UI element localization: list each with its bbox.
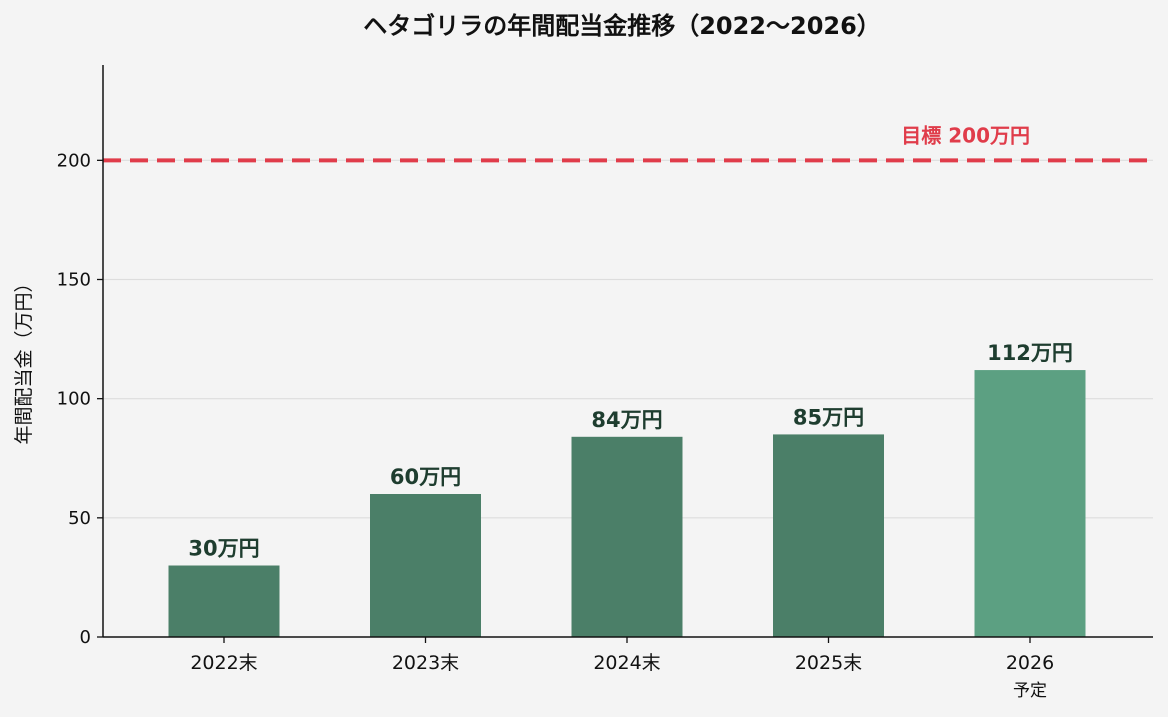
chart-title: ヘタゴリラの年間配当金推移（2022〜2026） — [363, 12, 881, 40]
y-tick-label: 50 — [68, 508, 91, 529]
y-axis-label: 年間配当金（万円） — [13, 273, 35, 444]
y-tick-label: 0 — [80, 627, 91, 648]
y-tick-label: 200 — [57, 150, 91, 171]
bars — [168, 370, 1086, 637]
value-labels: 30万円 60万円 84万円 85万円 112万円 — [188, 341, 1073, 560]
bar-0 — [168, 565, 280, 637]
bar-3 — [773, 434, 884, 637]
x-tick-label-3: 2025末 — [795, 652, 862, 674]
x-tick-label-2: 2024末 — [593, 652, 660, 674]
x-tick-label-1: 2023末 — [392, 652, 459, 674]
x-ticks: 2022末 2023末 2024末 2025末 2026 予定 — [190, 637, 1054, 701]
y-ticks: 0 50 100 150 200 — [57, 150, 103, 648]
value-label-2: 84万円 — [591, 408, 662, 432]
bar-4 — [974, 370, 1086, 637]
value-label-4: 112万円 — [987, 341, 1073, 365]
value-label-1: 60万円 — [390, 465, 461, 489]
value-label-3: 85万円 — [793, 405, 864, 429]
target-label: 目標 200万円 — [901, 123, 1030, 147]
target-line-group: 目標 200万円 — [103, 123, 1153, 163]
y-tick-label: 100 — [57, 389, 91, 410]
bar-2 — [571, 436, 683, 637]
x-tick-label-4: 2026 予定 — [1006, 652, 1054, 701]
value-label-0: 30万円 — [188, 537, 259, 561]
bar-1 — [370, 494, 481, 637]
y-tick-label: 150 — [57, 270, 91, 291]
x-tick-label-0: 2022末 — [190, 652, 257, 674]
